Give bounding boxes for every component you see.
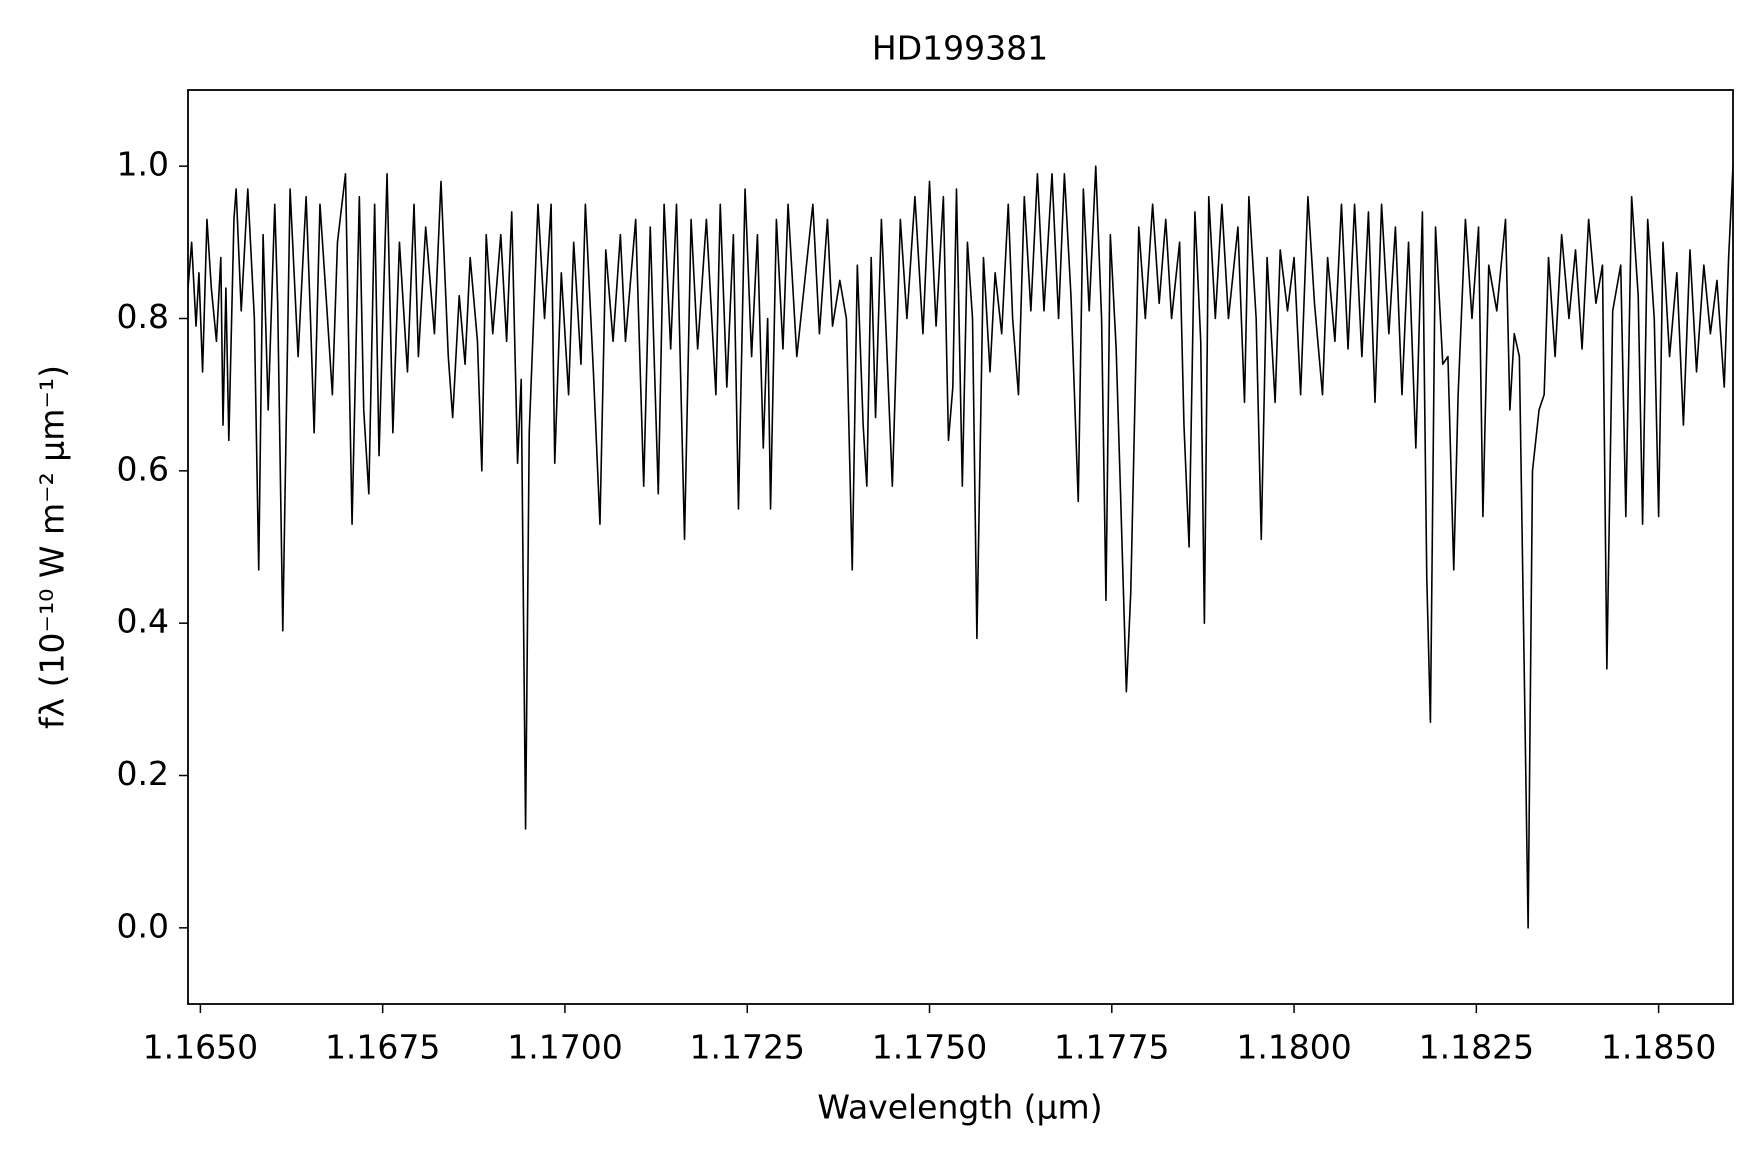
x-tick-label: 1.1700 xyxy=(507,1028,622,1067)
y-tick-label: 1.0 xyxy=(117,145,169,184)
y-axis-label: fλ (10⁻¹⁰ W m⁻² μm⁻¹) xyxy=(33,365,72,729)
x-tick-label: 1.1775 xyxy=(1054,1028,1169,1067)
x-tick-label: 1.1725 xyxy=(689,1028,804,1067)
x-tick-label: 1.1675 xyxy=(325,1028,440,1067)
x-tick-label: 1.1650 xyxy=(143,1028,258,1067)
spectrum-line xyxy=(188,165,1733,929)
x-tick-label: 1.1800 xyxy=(1236,1028,1351,1067)
x-tick-label: 1.1850 xyxy=(1601,1028,1716,1067)
plot-frame xyxy=(187,89,1734,1005)
chart-title: HD199381 xyxy=(872,29,1048,68)
x-tick-label: 1.1825 xyxy=(1419,1028,1534,1067)
y-tick-label: 0.2 xyxy=(117,754,169,793)
x-axis-label: Wavelength (μm) xyxy=(817,1088,1102,1127)
y-tick-label: 0.8 xyxy=(117,297,169,336)
y-tick-label: 0.0 xyxy=(117,906,169,945)
x-tick-label: 1.1750 xyxy=(872,1028,987,1067)
y-tick-label: 0.4 xyxy=(117,602,169,641)
y-tick-label: 0.6 xyxy=(117,449,169,488)
